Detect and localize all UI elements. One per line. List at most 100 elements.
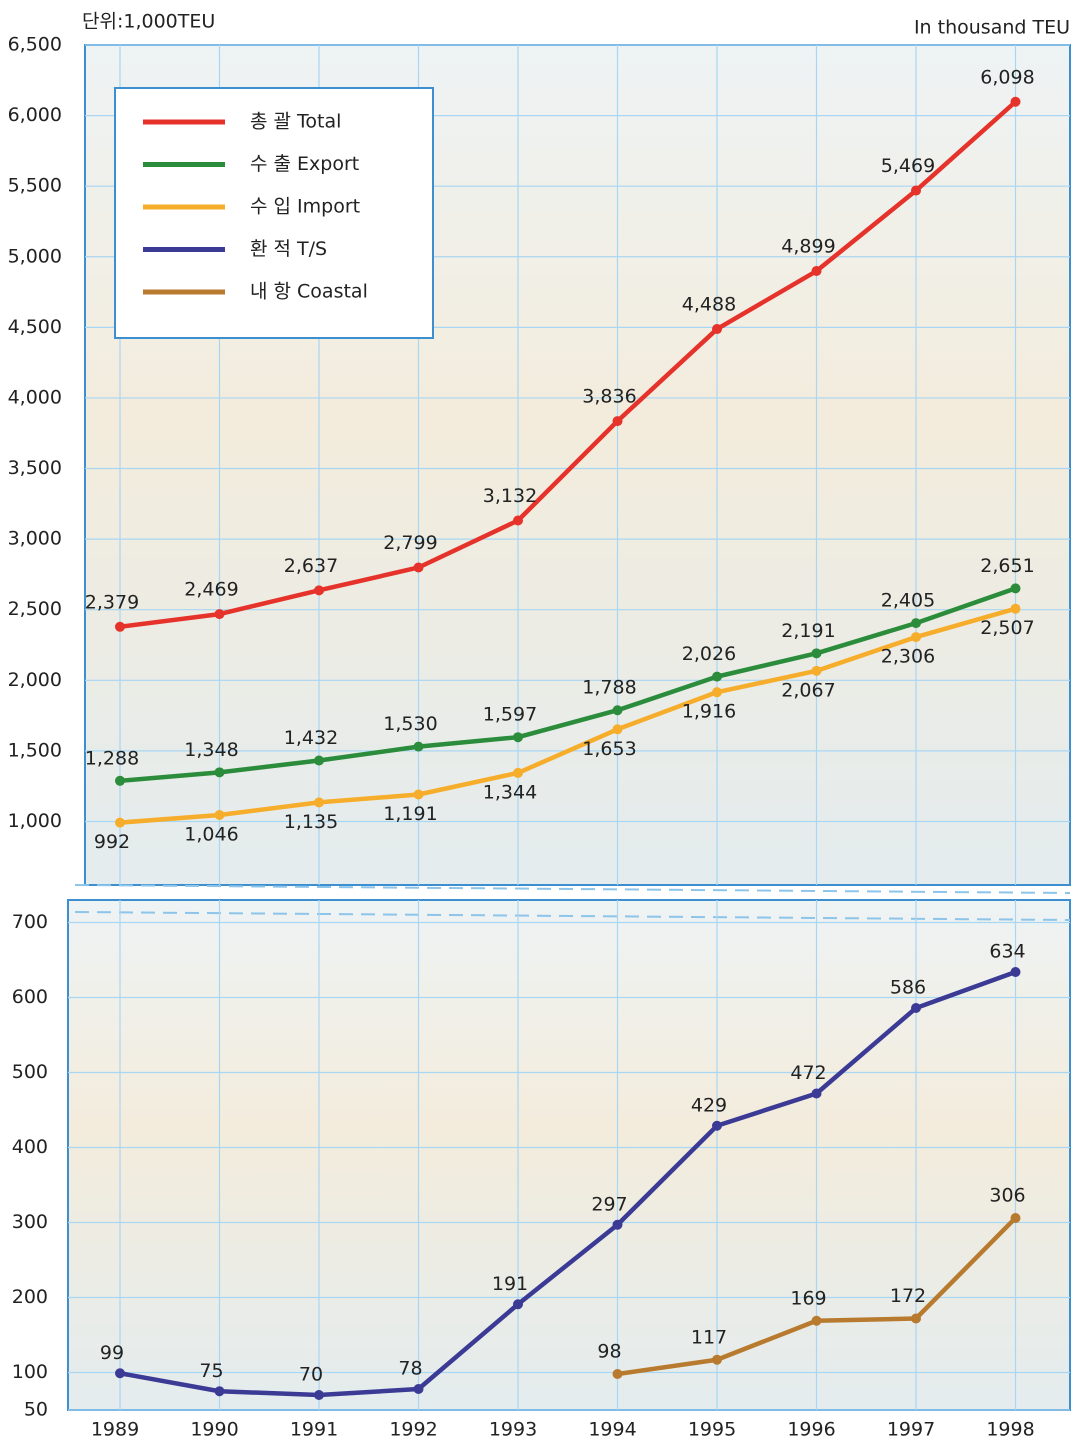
x-tick-label: 1990 — [190, 1419, 238, 1441]
data-label: 1,653 — [582, 738, 636, 760]
y-tick-label: 3,000 — [8, 528, 62, 550]
data-point — [513, 732, 523, 743]
data-point — [314, 755, 324, 766]
data-point — [911, 1313, 921, 1324]
data-label: 472 — [790, 1062, 826, 1084]
data-point — [612, 416, 623, 427]
data-label: 429 — [691, 1094, 727, 1116]
data-label: 4,899 — [781, 236, 835, 258]
data-label: 2,191 — [781, 620, 835, 642]
data-point — [513, 515, 523, 526]
data-label: 2,637 — [284, 555, 338, 577]
data-label: 117 — [691, 1326, 727, 1348]
data-label: 169 — [790, 1287, 826, 1309]
data-label: 2,067 — [781, 679, 835, 701]
unit-label: 단위:1,000TEU — [82, 11, 215, 33]
data-label: 1,288 — [85, 747, 139, 769]
y2-tick-label: 700 — [12, 911, 48, 933]
data-label: 3,132 — [483, 485, 537, 507]
legend-label: 총 괄 Total — [250, 111, 341, 133]
data-point — [413, 562, 424, 573]
data-point — [911, 618, 921, 629]
data-label: 992 — [94, 831, 130, 853]
data-point — [115, 817, 125, 828]
y2-tick-label: 200 — [12, 1286, 48, 1308]
data-label: 586 — [890, 977, 926, 999]
data-point — [115, 621, 125, 632]
data-label: 2,507 — [980, 617, 1034, 639]
data-label: 75 — [199, 1360, 223, 1382]
y-tick-label: 3,500 — [8, 457, 62, 479]
data-label: 2,379 — [85, 591, 139, 613]
data-point — [911, 185, 921, 196]
legend-label: 수 입 Import — [250, 196, 360, 218]
data-point — [712, 1120, 722, 1131]
data-label: 634 — [989, 941, 1025, 963]
y-tick-label: 2,500 — [8, 598, 62, 620]
y-tick-label: 1,000 — [8, 810, 62, 832]
x-tick-label: 1997 — [887, 1419, 935, 1441]
data-label: 1,916 — [682, 701, 736, 723]
x-tick-label: 1991 — [290, 1419, 338, 1441]
data-label: 306 — [989, 1185, 1025, 1207]
data-point — [811, 648, 822, 659]
data-point — [911, 632, 921, 643]
data-label: 98 — [597, 1341, 621, 1363]
data-point — [1010, 1213, 1021, 1223]
y2-tick-label: 500 — [12, 1061, 48, 1083]
y-tick-label: 5,000 — [8, 245, 62, 267]
y2-tick-label: 600 — [12, 986, 48, 1008]
y-tick-label: 6,000 — [8, 104, 62, 126]
data-point — [712, 687, 722, 698]
data-label: 1,597 — [483, 704, 537, 726]
data-point — [811, 1315, 822, 1326]
legend-label: 환 적 T/S — [250, 238, 327, 260]
data-point — [811, 665, 822, 676]
data-label: 70 — [299, 1364, 323, 1386]
data-label: 6,098 — [980, 66, 1034, 88]
data-point — [712, 671, 722, 682]
x-tick-label: 1992 — [389, 1419, 437, 1441]
data-point — [612, 724, 623, 735]
x-tick-label: 1998 — [986, 1419, 1034, 1441]
data-label: 99 — [100, 1342, 124, 1364]
series-line — [119, 969, 1017, 1398]
y-tick-label: 4,000 — [8, 386, 62, 408]
data-label: 1,530 — [383, 713, 437, 735]
y2-tick-label: 400 — [12, 1136, 48, 1158]
data-point — [314, 797, 324, 808]
bottom-plot-area — [67, 899, 1071, 1411]
data-point — [911, 1003, 921, 1013]
data-label: 78 — [398, 1358, 422, 1380]
data-label: 4,488 — [682, 294, 736, 316]
axis-break — [74, 911, 1071, 921]
y-tick-label: 6,500 — [8, 34, 62, 56]
y-tick-label: 4,500 — [8, 316, 62, 338]
data-point — [314, 585, 324, 596]
data-point — [1010, 96, 1021, 107]
y-tick-label: 1,500 — [8, 739, 62, 761]
data-label: 2,306 — [881, 646, 935, 668]
data-label: 297 — [591, 1193, 627, 1215]
data-label: 2,026 — [682, 643, 736, 665]
data-point — [712, 1354, 722, 1365]
data-point — [214, 1386, 225, 1397]
data-point — [513, 1299, 523, 1310]
data-point — [612, 705, 623, 716]
data-label: 172 — [890, 1285, 926, 1307]
y-tick-label: 5,500 — [8, 175, 62, 197]
legend — [114, 87, 434, 339]
x-tick-label: 1996 — [787, 1419, 835, 1441]
data-label: 191 — [492, 1273, 528, 1295]
data-label: 2,469 — [184, 579, 238, 601]
x-tick-label: 1995 — [688, 1419, 736, 1441]
series-line — [119, 586, 1017, 784]
y2-tick-label: 50 — [24, 1399, 48, 1421]
marks: 2,379 2,469 2,637 2,799 3,132 3,836 4,488 4,899… — [85, 66, 1035, 1400]
unit-label-en: In thousand TEU — [914, 17, 1070, 39]
data-point — [1010, 967, 1021, 977]
data-label: 1,348 — [184, 739, 238, 761]
data-point — [214, 767, 225, 778]
data-label: 1,432 — [284, 727, 338, 749]
